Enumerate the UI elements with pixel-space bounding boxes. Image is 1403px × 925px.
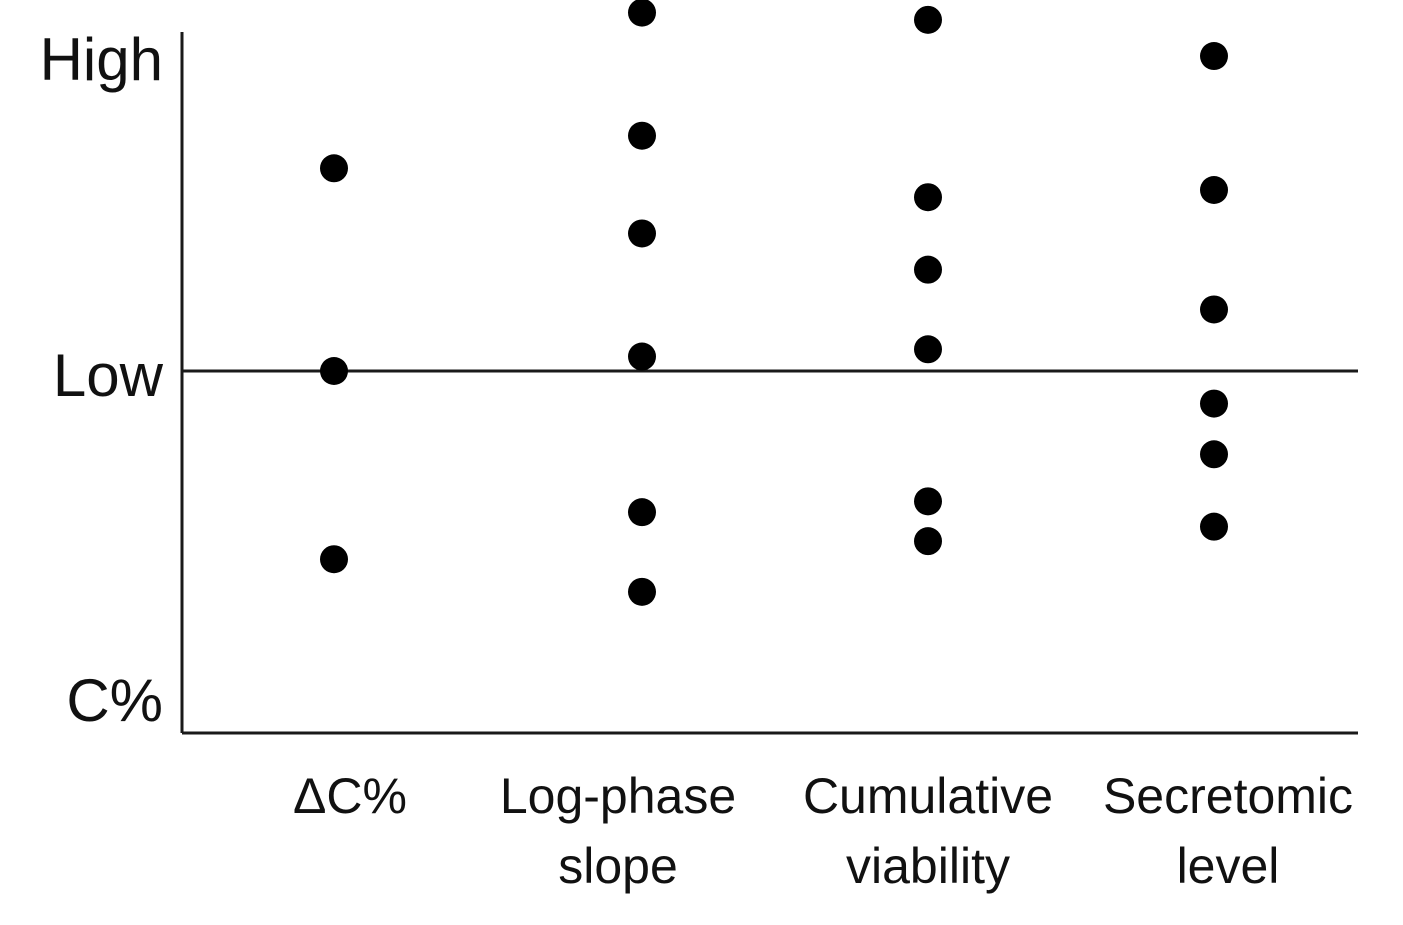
data-point-4-2 xyxy=(1200,176,1228,204)
data-point-3-5 xyxy=(914,487,942,516)
data-point-3-2 xyxy=(914,183,942,212)
data-point-1-2 xyxy=(320,357,348,385)
x-tick-label-4-line-2: level xyxy=(1177,838,1280,894)
data-point-4-4 xyxy=(1200,389,1228,418)
data-point-3-6 xyxy=(914,527,942,556)
data-point-1-3 xyxy=(320,545,348,574)
y-tick-labels: High Low C% xyxy=(40,26,164,734)
y-label-high: High xyxy=(40,26,163,93)
x-tick-label-4: Secretomic level xyxy=(1103,768,1353,894)
axes xyxy=(180,32,1358,735)
x-tick-label-2: Log-phase slope xyxy=(500,768,736,894)
data-point-4-6 xyxy=(1200,512,1228,541)
data-points xyxy=(320,0,1228,606)
x-tick-label-4-line-1: Secretomic xyxy=(1103,768,1353,824)
data-point-3-3 xyxy=(914,255,942,284)
data-point-2-1 xyxy=(628,0,656,27)
data-point-1-1 xyxy=(320,154,348,183)
y-label-low: Low xyxy=(53,342,164,409)
data-point-4-1 xyxy=(1200,42,1228,71)
x-tick-label-3: Cumulative viability xyxy=(803,768,1053,894)
data-point-4-3 xyxy=(1200,295,1228,324)
x-tick-label-3-line-2: viability xyxy=(846,838,1010,894)
y-label-bottom: C% xyxy=(66,667,163,734)
data-point-2-2 xyxy=(628,121,656,150)
x-tick-labels: ΔC% Log-phase slope Cumulative viability Secr… xyxy=(293,768,1353,894)
data-point-2-3 xyxy=(628,219,656,248)
x-tick-label-1: ΔC% xyxy=(293,768,407,824)
x-tick-label-3-line-1: Cumulative xyxy=(803,768,1053,824)
data-point-3-1 xyxy=(914,5,942,34)
data-point-2-6 xyxy=(628,577,656,606)
data-point-2-4 xyxy=(628,342,656,371)
x-tick-label-1-line-1: ΔC% xyxy=(293,768,407,824)
x-tick-label-2-line-1: Log-phase xyxy=(500,768,736,824)
x-tick-label-2-line-2: slope xyxy=(558,838,678,894)
data-point-4-5 xyxy=(1200,440,1228,469)
data-point-3-4 xyxy=(914,335,942,364)
data-point-2-5 xyxy=(628,498,656,527)
